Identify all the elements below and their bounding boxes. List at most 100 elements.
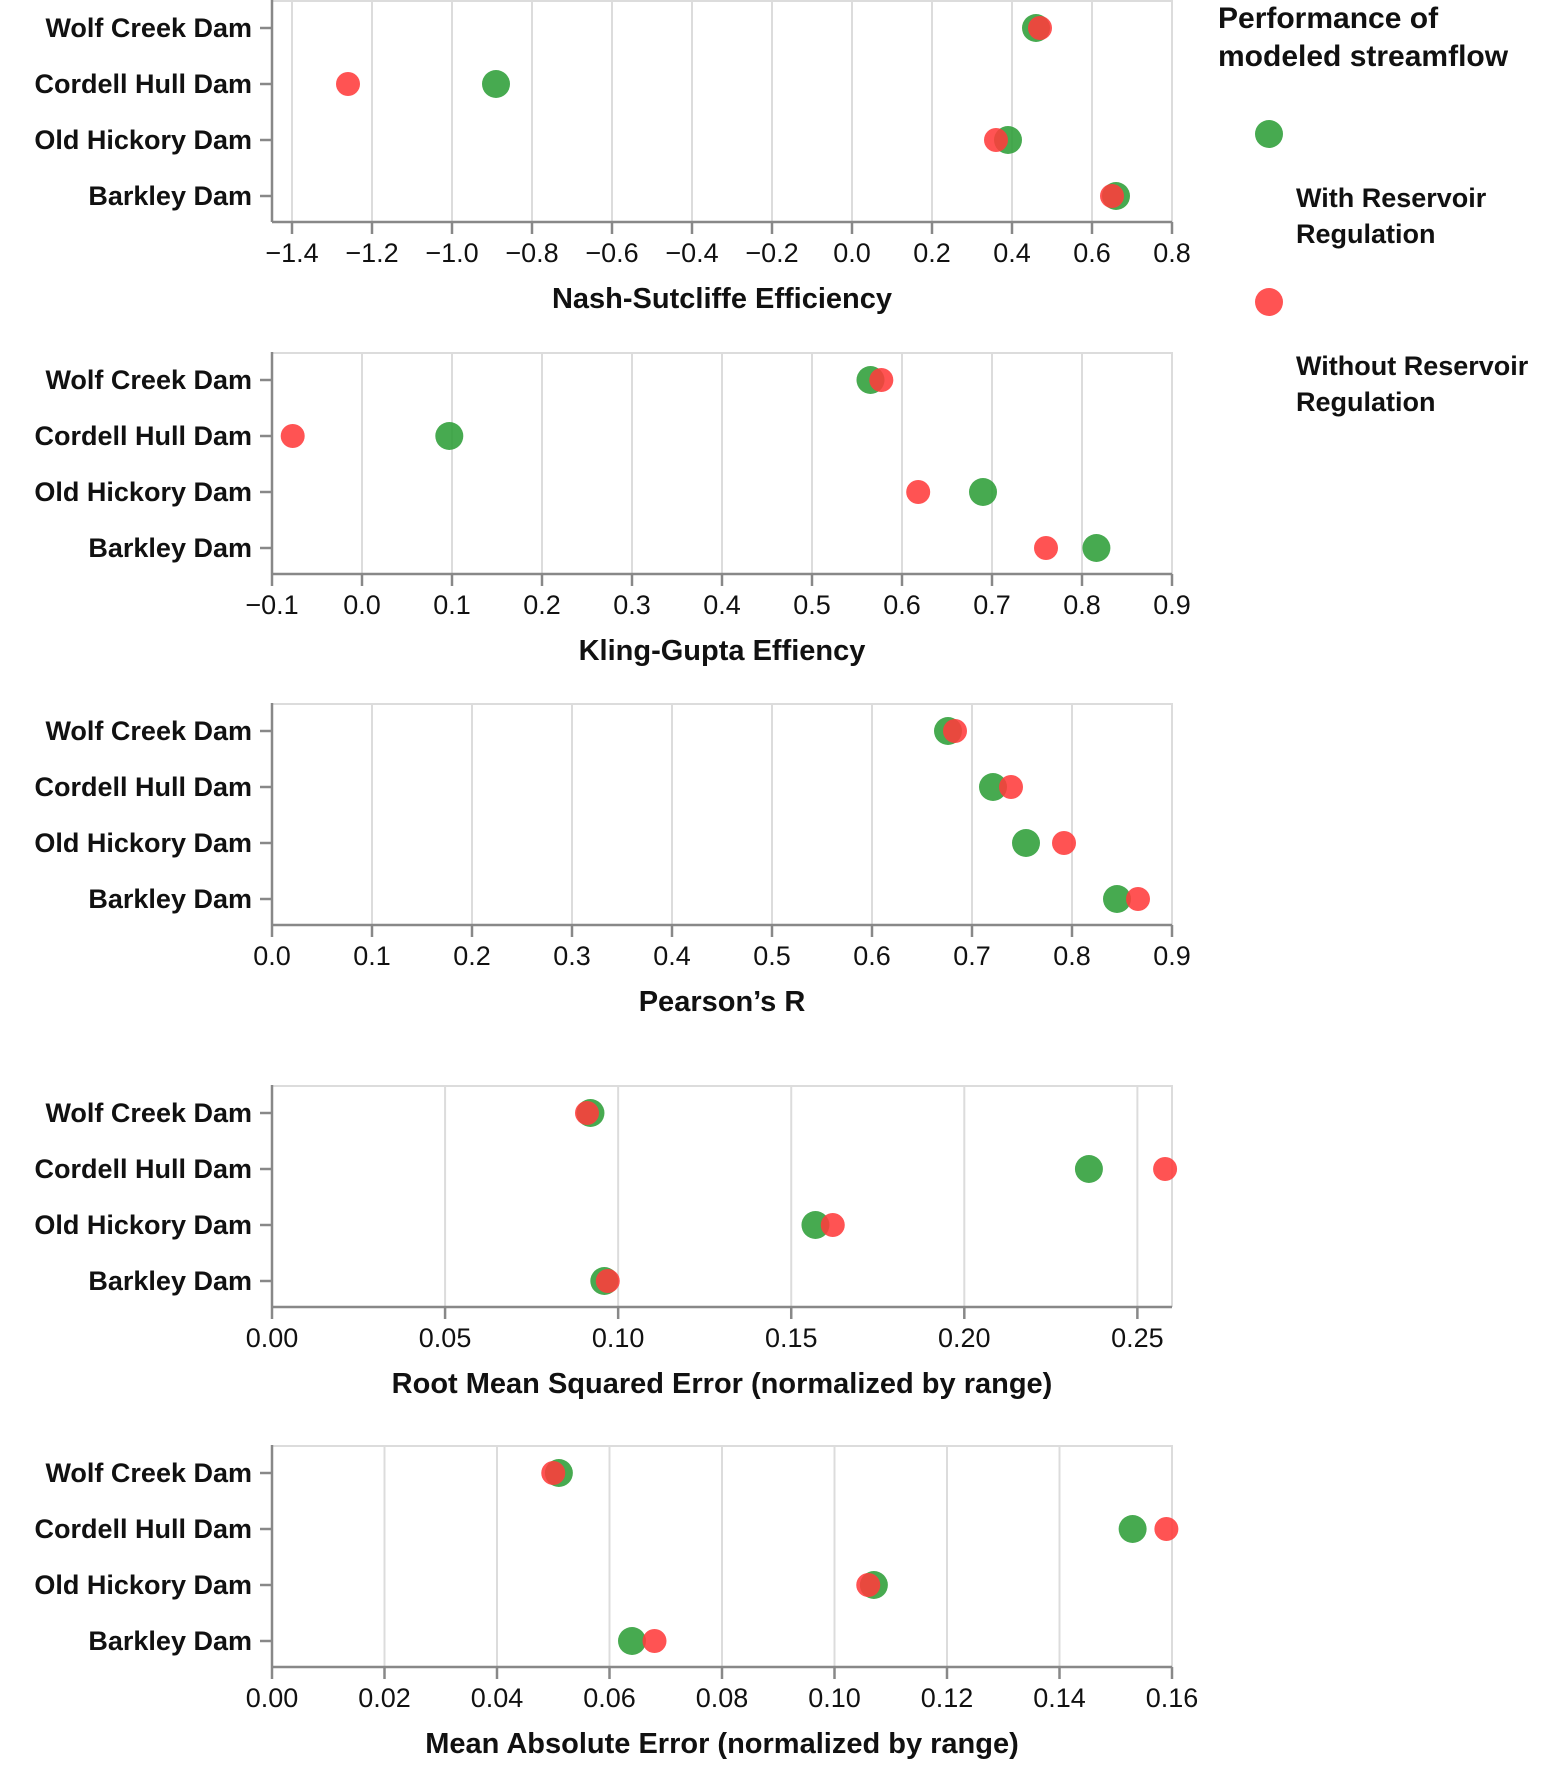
- point-without-regulation: [984, 128, 1008, 152]
- x-tick-label: 0.20: [938, 1323, 991, 1353]
- y-tick-label: Cordell Hull Dam: [34, 772, 252, 802]
- y-tick-label: Barkley Dam: [88, 1626, 252, 1656]
- y-tick-label: Old Hickory Dam: [34, 477, 252, 507]
- x-tick-label: 0.0: [253, 941, 291, 971]
- x-tick-label: 0.0: [833, 238, 871, 268]
- x-tick-label: 0.06: [583, 1683, 636, 1713]
- x-tick-label: 0.9: [1153, 941, 1191, 971]
- x-tick-label: 0.8: [1153, 238, 1191, 268]
- x-tick-label: 0.5: [753, 941, 791, 971]
- point-with-regulation: [435, 422, 464, 450]
- panel-2: Wolf Creek Dam Cordell Hull Dam Old Hickor…: [34, 352, 1191, 667]
- point-without-regulation: [336, 72, 360, 96]
- x-tick-label: 0.02: [358, 1683, 411, 1713]
- panel-3: Wolf Creek Dam Cordell Hull Dam Old Hickor…: [34, 703, 1191, 1018]
- y-tick-label: Cordell Hull Dam: [34, 421, 252, 451]
- x-tick-label: 0.10: [808, 1683, 861, 1713]
- point-with-regulation: [1118, 1515, 1147, 1543]
- x-tick-label: −0.4: [665, 238, 718, 268]
- y-tick-label: Barkley Dam: [88, 884, 252, 914]
- panel-4: Wolf Creek Dam Cordell Hull Dam Old Hickor…: [34, 1085, 1178, 1400]
- x-tick-label: 0.6: [883, 590, 921, 620]
- x-tick-label: 0.3: [613, 590, 651, 620]
- point-without-regulation: [1126, 887, 1150, 911]
- point-without-regulation: [1028, 16, 1052, 40]
- panel-1: Wolf Creek Dam Cordell Hull Dam Old Hickor…: [34, 0, 1191, 315]
- point-without-regulation: [1052, 831, 1076, 855]
- point-with-regulation: [1074, 1155, 1103, 1183]
- x-tick-label: −0.8: [505, 238, 558, 268]
- y-tick-label: Wolf Creek Dam: [45, 1098, 252, 1128]
- point-with-regulation: [482, 70, 510, 98]
- x-axis-title: Mean Absolute Error (normalized by range…: [425, 1728, 1019, 1760]
- y-tick-label: Old Hickory Dam: [34, 1210, 252, 1240]
- y-tick-label: Wolf Creek Dam: [45, 716, 252, 746]
- x-tick-label: 0.2: [523, 590, 561, 620]
- x-tick-label: 0.4: [993, 238, 1031, 268]
- x-tick-label: 0.14: [1033, 1683, 1086, 1713]
- point-without-regulation: [999, 775, 1023, 799]
- x-tick-label: 0.9: [1153, 590, 1191, 620]
- x-tick-label: −1.0: [425, 238, 478, 268]
- x-tick-label: 0.3: [553, 941, 591, 971]
- point-without-regulation: [820, 1213, 845, 1237]
- point-with-regulation: [979, 773, 1007, 801]
- x-tick-label: 0.1: [433, 590, 471, 620]
- point-without-regulation: [943, 719, 967, 743]
- point-without-regulation: [1100, 184, 1124, 208]
- x-tick-label: 0.6: [1073, 238, 1111, 268]
- legend: Performance of modeled streamflow With Re…: [1218, 0, 1558, 420]
- x-tick-label: −1.4: [265, 238, 318, 268]
- legend-label-without-regulation: Without Reservoir Regulation: [1296, 351, 1529, 417]
- x-tick-label: 0.16: [1146, 1683, 1199, 1713]
- x-tick-label: 0.08: [696, 1683, 749, 1713]
- x-tick-label: 0.2: [453, 941, 491, 971]
- point-without-regulation: [541, 1461, 566, 1485]
- x-tick-label: 0.00: [246, 1683, 299, 1713]
- point-with-regulation: [969, 478, 997, 506]
- x-tick-label: 0.4: [703, 590, 741, 620]
- x-axis-title: Root Mean Squared Error (normalized by r…: [392, 1368, 1053, 1400]
- point-with-regulation: [1082, 534, 1111, 562]
- x-tick-label: 0.04: [471, 1683, 524, 1713]
- y-tick-label: Barkley Dam: [88, 1266, 252, 1296]
- x-tick-label: 0.8: [1063, 590, 1101, 620]
- legend-label-with-regulation: With Reservoir Regulation: [1296, 183, 1487, 249]
- x-axis-title: Nash-Sutcliffe Efficiency: [552, 283, 892, 315]
- x-tick-label: 0.7: [953, 941, 991, 971]
- x-tick-label: 0.12: [921, 1683, 974, 1713]
- point-without-regulation: [869, 368, 894, 392]
- x-tick-label: 0.05: [419, 1323, 472, 1353]
- y-tick-label: Old Hickory Dam: [34, 1570, 252, 1600]
- y-tick-label: Wolf Creek Dam: [45, 1458, 252, 1488]
- x-axis-title: Pearson’s R: [639, 986, 806, 1018]
- x-tick-label: 0.10: [592, 1323, 645, 1353]
- point-without-regulation: [906, 480, 931, 504]
- point-with-regulation: [618, 1627, 646, 1655]
- legend-title: Performance of modeled streamflow: [1218, 2, 1509, 73]
- y-tick-label: Cordell Hull Dam: [34, 69, 252, 99]
- x-tick-label: −1.2: [345, 238, 398, 268]
- point-with-regulation: [1012, 829, 1040, 857]
- x-tick-label: 0.15: [765, 1323, 818, 1353]
- point-without-regulation: [1034, 536, 1058, 560]
- y-tick-label: Old Hickory Dam: [34, 828, 252, 858]
- point-without-regulation: [1154, 1517, 1179, 1541]
- x-axis-title: Kling-Gupta Effiency: [579, 635, 866, 667]
- x-tick-label: 0.1: [353, 941, 391, 971]
- point-with-regulation: [1103, 885, 1131, 913]
- y-tick-label: Cordell Hull Dam: [34, 1514, 252, 1544]
- x-tick-label: −0.2: [745, 238, 798, 268]
- x-tick-label: 0.8: [1053, 941, 1091, 971]
- point-with-regulation: [801, 1211, 830, 1239]
- y-tick-label: Barkley Dam: [88, 181, 252, 211]
- x-tick-label: 0.0: [343, 590, 381, 620]
- point-without-regulation: [856, 1573, 881, 1597]
- y-tick-label: Wolf Creek Dam: [45, 365, 252, 395]
- y-tick-label: Barkley Dam: [88, 533, 252, 563]
- point-without-regulation: [280, 424, 305, 448]
- y-tick-label: Cordell Hull Dam: [34, 1154, 252, 1184]
- x-tick-label: −0.1: [245, 590, 298, 620]
- x-tick-label: 0.4: [653, 941, 691, 971]
- point-without-regulation: [595, 1269, 620, 1293]
